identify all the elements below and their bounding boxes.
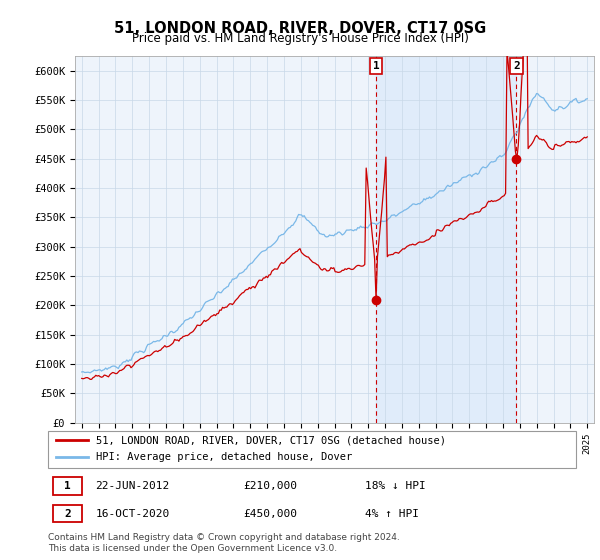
Text: Price paid vs. HM Land Registry's House Price Index (HPI): Price paid vs. HM Land Registry's House … <box>131 32 469 45</box>
Text: 1: 1 <box>64 481 71 491</box>
Text: 2: 2 <box>513 61 520 71</box>
Text: 16-OCT-2020: 16-OCT-2020 <box>95 508 170 519</box>
Text: £210,000: £210,000 <box>244 481 298 491</box>
Text: Contains HM Land Registry data © Crown copyright and database right 2024.
This d: Contains HM Land Registry data © Crown c… <box>48 533 400 553</box>
FancyBboxPatch shape <box>53 477 82 495</box>
Bar <box>376 56 517 423</box>
Text: £450,000: £450,000 <box>244 508 298 519</box>
Text: 22-JUN-2012: 22-JUN-2012 <box>95 481 170 491</box>
FancyBboxPatch shape <box>53 505 82 522</box>
Text: 51, LONDON ROAD, RIVER, DOVER, CT17 0SG: 51, LONDON ROAD, RIVER, DOVER, CT17 0SG <box>114 21 486 36</box>
FancyBboxPatch shape <box>48 431 576 468</box>
Text: 2: 2 <box>64 508 71 519</box>
Text: 1: 1 <box>373 61 379 71</box>
Text: HPI: Average price, detached house, Dover: HPI: Average price, detached house, Dove… <box>95 452 352 463</box>
Text: 4% ↑ HPI: 4% ↑ HPI <box>365 508 419 519</box>
Text: 51, LONDON ROAD, RIVER, DOVER, CT17 0SG (detached house): 51, LONDON ROAD, RIVER, DOVER, CT17 0SG … <box>95 435 446 445</box>
Text: 18% ↓ HPI: 18% ↓ HPI <box>365 481 425 491</box>
